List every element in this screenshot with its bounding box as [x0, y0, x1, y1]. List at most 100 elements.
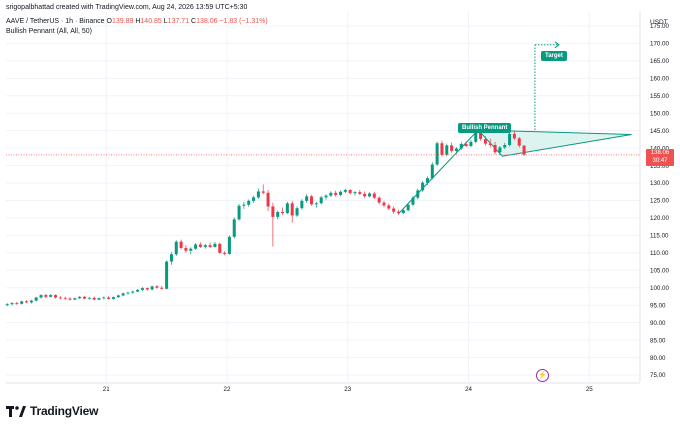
- ohlc-key: L: [161, 18, 168, 25]
- candle-body: [469, 141, 473, 147]
- candle-body: [140, 288, 144, 290]
- candle-body: [329, 192, 333, 196]
- tradingview-logo[interactable]: TradingView: [6, 404, 98, 418]
- candle-body: [44, 295, 48, 297]
- candle-body: [512, 133, 516, 139]
- last-price-tag: 138.06 30:47: [646, 148, 674, 166]
- last-price-value: 138.06: [650, 149, 670, 156]
- candle-body: [121, 293, 125, 296]
- candle-body: [406, 204, 410, 211]
- symbol-title[interactable]: AAVE / TetherUS · 1h · Binance: [6, 18, 105, 25]
- economic-event-icon[interactable]: ⚡: [536, 369, 549, 382]
- candle-body: [266, 192, 270, 207]
- candle-body: [198, 244, 202, 247]
- candle-body: [107, 297, 111, 299]
- candle-body: [425, 178, 429, 183]
- time-axis[interactable]: 21 22 23 24 25: [6, 382, 640, 393]
- candle-body: [49, 295, 53, 297]
- candle-body: [218, 243, 222, 253]
- candle-body: [5, 304, 9, 306]
- time-tick-label: 24: [465, 386, 472, 393]
- price-tick-label: 80.00: [650, 355, 666, 362]
- candle-body: [285, 203, 289, 214]
- candle-body: [179, 241, 183, 248]
- indicator-legend[interactable]: Bullish Pennant (All, All, 50): [6, 28, 92, 35]
- ohlc-key: H: [133, 18, 141, 25]
- candle-body: [189, 248, 193, 251]
- candle-body: [430, 164, 434, 179]
- candle-body: [39, 295, 43, 298]
- candle-body: [310, 196, 314, 205]
- candle-body: [401, 210, 405, 214]
- candle-body: [464, 143, 468, 147]
- candle-body: [377, 197, 381, 203]
- candle-body: [421, 182, 425, 191]
- bullish-pennant-callout[interactable]: Bullish Pennant: [458, 123, 512, 133]
- candle-body: [131, 291, 135, 293]
- time-tick-label: 25: [586, 386, 593, 393]
- price-axis[interactable]: 175.00 170.00 165.00 160.00 155.00 150.00 145.…: [639, 12, 669, 382]
- candle-body: [252, 197, 256, 201]
- price-tick-label: 75.00: [650, 372, 666, 379]
- candle-body: [300, 200, 304, 209]
- candle-body: [392, 208, 396, 212]
- candle-body: [276, 212, 280, 217]
- candle-body: [261, 191, 265, 193]
- bullish-pennant-drawing[interactable]: [398, 41, 632, 215]
- candle-body: [63, 298, 67, 300]
- candle-body: [314, 203, 318, 205]
- candle-body: [256, 191, 260, 198]
- time-tick-label: 22: [224, 386, 231, 393]
- candle-body: [58, 297, 62, 299]
- target-callout[interactable]: Target: [541, 51, 567, 61]
- target-arrow: [554, 41, 560, 49]
- candle-body: [20, 301, 24, 304]
- price-tick-label: 165.00: [650, 58, 669, 65]
- candle-body: [498, 147, 502, 153]
- candle-body: [126, 292, 130, 294]
- candle-body: [295, 208, 299, 216]
- symbol-legend: AAVE / TetherUS · 1h · Binance O139.89 H…: [6, 18, 268, 25]
- candle-body: [493, 144, 497, 153]
- candle-body: [508, 133, 512, 145]
- candle-body: [454, 148, 458, 151]
- ohlc-value: 138.06: [196, 18, 218, 25]
- price-tick-label: 105.00: [650, 268, 669, 275]
- currency-label[interactable]: USDT: [650, 19, 668, 26]
- price-tick-label: 120.00: [650, 215, 669, 222]
- candle-body: [136, 289, 140, 292]
- candle-body: [227, 236, 231, 254]
- price-tick-label: 85.00: [650, 337, 666, 344]
- candle-body: [411, 197, 415, 205]
- candle-body: [150, 286, 154, 290]
- candle-body: [324, 195, 328, 198]
- candle-body: [435, 143, 439, 165]
- price-tick-label: 135.00: [650, 163, 669, 170]
- price-tick-label: 150.00: [650, 110, 669, 117]
- candle-body: [102, 297, 106, 299]
- candle-body: [367, 193, 371, 197]
- candle-body: [343, 190, 347, 192]
- candle-body: [247, 200, 251, 205]
- candle-body: [78, 296, 82, 299]
- candle-body: [165, 261, 169, 289]
- candle-body: [488, 143, 492, 145]
- candle-body: [68, 298, 72, 300]
- candle-body: [271, 206, 275, 217]
- author-credit: srigopalbhattad created with TradingView…: [6, 4, 248, 11]
- candle-body: [184, 247, 188, 251]
- candle-body: [479, 131, 483, 140]
- price-tick-label: 130.00: [650, 180, 669, 187]
- candle-body: [208, 245, 212, 247]
- candle-body: [363, 193, 367, 197]
- candle-body: [87, 297, 91, 299]
- price-tick-label: 145.00: [650, 128, 669, 135]
- candle-body: [339, 191, 343, 195]
- candle-body: [213, 243, 217, 247]
- candle-body: [396, 211, 400, 214]
- candle-body: [82, 296, 86, 299]
- candle-body: [353, 192, 357, 194]
- candle-body: [73, 298, 77, 300]
- candle-body: [169, 254, 173, 262]
